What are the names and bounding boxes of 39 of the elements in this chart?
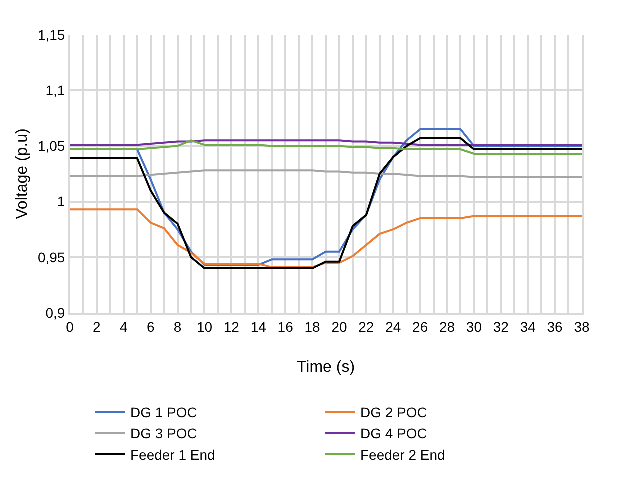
line-series [136,128,582,266]
legend-label: DG 4 POC [360,426,428,442]
x-axis-title: Time (s) [296,359,356,376]
y-tick-label: 1,1 [46,82,66,98]
x-tick-label: 12 [224,318,240,335]
line-series [70,140,582,155]
legend-label: DG 3 POC [130,426,198,442]
x-tick-label: 14 [250,318,267,335]
legend-label: Feeder 1 End [130,446,216,463]
x-tick-label: 6 [146,318,155,335]
x-tick-label: 8 [174,318,182,335]
x-tick-label: 20 [332,318,348,335]
y-axis-title: Voltage (p.u) [14,128,31,220]
x-tick-label: 10 [196,318,213,335]
legend-label: Feeder 2 End [360,446,446,463]
y-tick-label: 0,95 [38,249,66,266]
x-tick-label: 36 [547,318,564,335]
y-tick-label: 0,9 [46,304,66,321]
legend-label: DG 1 POC [130,404,198,420]
x-tick-label: 4 [120,318,128,335]
line-series [70,208,582,268]
x-tick-label: 30 [466,318,482,335]
x-tick-label: 0 [66,318,74,335]
line-series [70,170,582,178]
x-tick-label: 38 [574,318,590,335]
line-series [70,137,582,270]
y-tick-label: 1,15 [38,26,66,43]
x-tick-label: 16 [278,318,294,335]
y-tick-label: 1 [57,194,66,210]
x-tick-label: 2 [93,318,102,335]
x-tick-label: 26 [412,318,428,335]
x-tick-label: 34 [520,318,536,335]
legend-label: DG 2 POC [360,404,428,420]
x-tick-label: 32 [493,318,510,335]
x-tick-label: 18 [304,318,321,335]
y-tick-label: 1,05 [38,138,66,154]
x-tick-label: 24 [386,318,402,335]
x-tick-label: 22 [358,318,374,335]
x-tick-label: 28 [439,318,456,335]
